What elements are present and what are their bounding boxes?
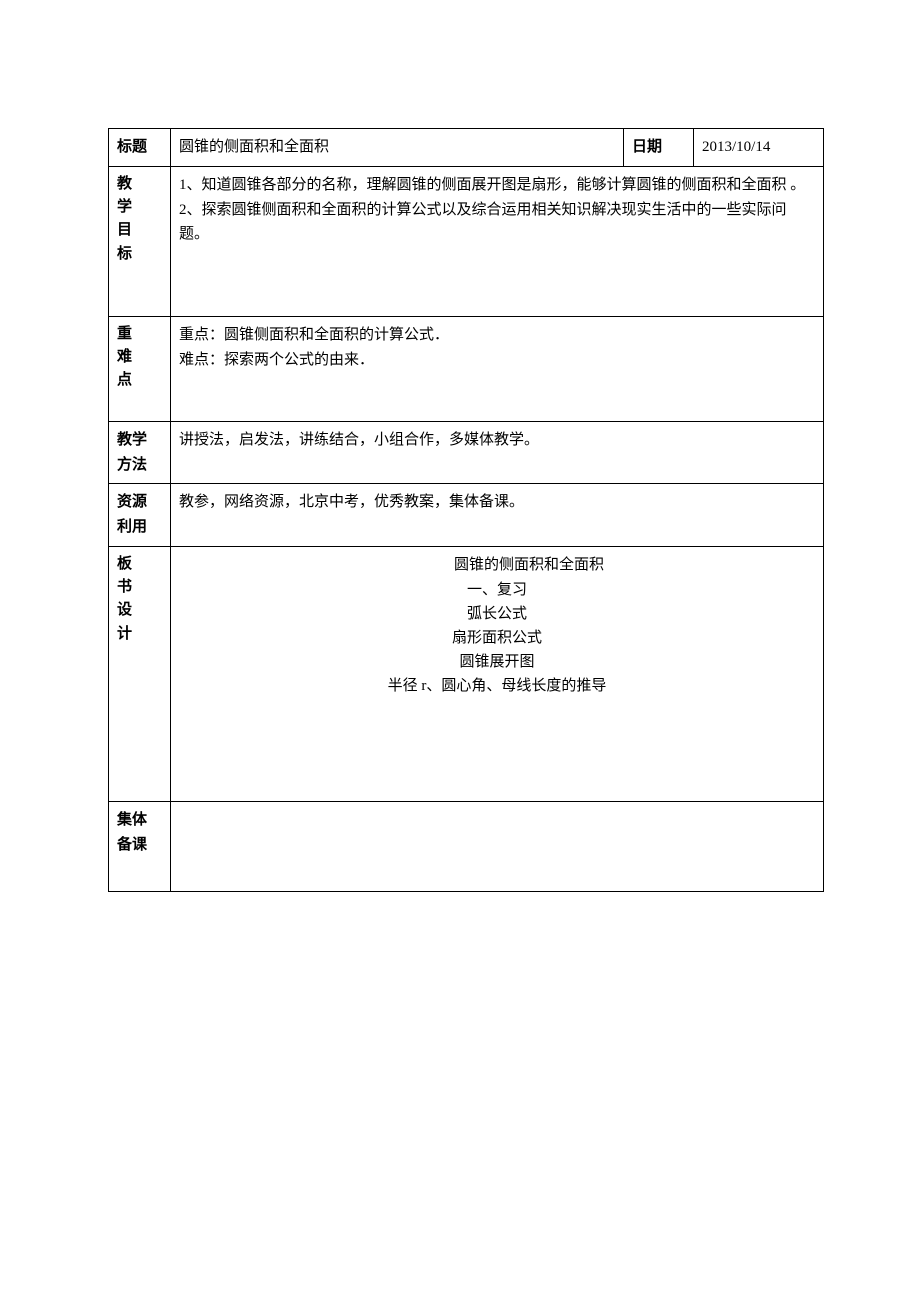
group-l2: 备课	[117, 833, 162, 858]
row-keys: 重 难 点 重点：圆锥侧面积和全面积的计算公式． 难点：探索两个公式的由来．	[109, 316, 824, 421]
value-board: 圆锥的侧面积和全面积 一、复习 弧长公式 扇形面积公式 圆锥展开图 半径 r、圆…	[171, 546, 824, 801]
label-keys: 重 难 点	[109, 316, 171, 421]
obj-line2: 2、探索圆锥侧面积和全面积的计算公式以及综合运用相关知识解决现实生活中的一些实际…	[179, 198, 815, 248]
label-resources: 资源 利用	[109, 484, 171, 547]
label-board: 板 书 设 计	[109, 546, 171, 801]
board-c4: 计	[117, 623, 162, 646]
board-c2: 书	[117, 576, 162, 599]
board-c1: 板	[117, 553, 162, 576]
board-l3: 扇形面积公式	[179, 626, 815, 650]
row-methods: 教学 方法 讲授法，启发法，讲练结合，小组合作，多媒体教学。	[109, 421, 824, 484]
row-group: 集体 备课	[109, 801, 824, 891]
value-title: 圆锥的侧面积和全面积	[171, 129, 624, 167]
lesson-plan-table: 标题 圆锥的侧面积和全面积 日期 2013/10/14 教 学 目 标 1、知道…	[108, 128, 824, 892]
value-resources: 教参，网络资源，北京中考，优秀教案，集体备课。	[171, 484, 824, 547]
res-l1: 资源	[117, 490, 162, 515]
keys-c3: 点	[117, 369, 162, 392]
keys-c2: 难	[117, 346, 162, 369]
keys-c1: 重	[117, 323, 162, 346]
methods-l2: 方法	[117, 453, 162, 478]
value-group	[171, 801, 824, 891]
methods-l1: 教学	[117, 428, 162, 453]
obj-c2: 学	[117, 196, 162, 219]
obj-line1: 1、知道圆锥各部分的名称，理解圆锥的侧面展开图是扇形，能够计算圆锥的侧面积和全面…	[179, 173, 815, 198]
page-container: 标题 圆锥的侧面积和全面积 日期 2013/10/14 教 学 目 标 1、知道…	[0, 0, 920, 952]
obj-c1: 教	[117, 173, 162, 196]
label-objectives: 教 学 目 标	[109, 166, 171, 316]
board-title: 圆锥的侧面积和全面积	[179, 553, 815, 578]
value-date: 2013/10/14	[694, 129, 824, 167]
value-methods: 讲授法，启发法，讲练结合，小组合作，多媒体教学。	[171, 421, 824, 484]
label-group: 集体 备课	[109, 801, 171, 891]
board-c3: 设	[117, 599, 162, 622]
label-date: 日期	[624, 129, 694, 167]
keys-line1: 重点：圆锥侧面积和全面积的计算公式．	[179, 323, 815, 348]
obj-c4: 标	[117, 243, 162, 266]
label-methods: 教学 方法	[109, 421, 171, 484]
row-board: 板 书 设 计 圆锥的侧面积和全面积 一、复习 弧长公式 扇形面积公式 圆锥展开…	[109, 546, 824, 801]
row-objectives: 教 学 目 标 1、知道圆锥各部分的名称，理解圆锥的侧面展开图是扇形，能够计算圆…	[109, 166, 824, 316]
board-l1: 一、复习	[179, 578, 815, 602]
keys-line2: 难点：探索两个公式的由来．	[179, 348, 815, 373]
board-l4: 圆锥展开图	[179, 650, 815, 674]
obj-c3: 目	[117, 219, 162, 242]
row-resources: 资源 利用 教参，网络资源，北京中考，优秀教案，集体备课。	[109, 484, 824, 547]
board-l2: 弧长公式	[179, 602, 815, 626]
group-l1: 集体	[117, 808, 162, 833]
board-l5: 半径 r、圆心角、母线长度的推导	[179, 674, 815, 698]
label-title: 标题	[109, 129, 171, 167]
res-l2: 利用	[117, 515, 162, 540]
value-keys: 重点：圆锥侧面积和全面积的计算公式． 难点：探索两个公式的由来．	[171, 316, 824, 421]
value-objectives: 1、知道圆锥各部分的名称，理解圆锥的侧面展开图是扇形，能够计算圆锥的侧面积和全面…	[171, 166, 824, 316]
row-title: 标题 圆锥的侧面积和全面积 日期 2013/10/14	[109, 129, 824, 167]
